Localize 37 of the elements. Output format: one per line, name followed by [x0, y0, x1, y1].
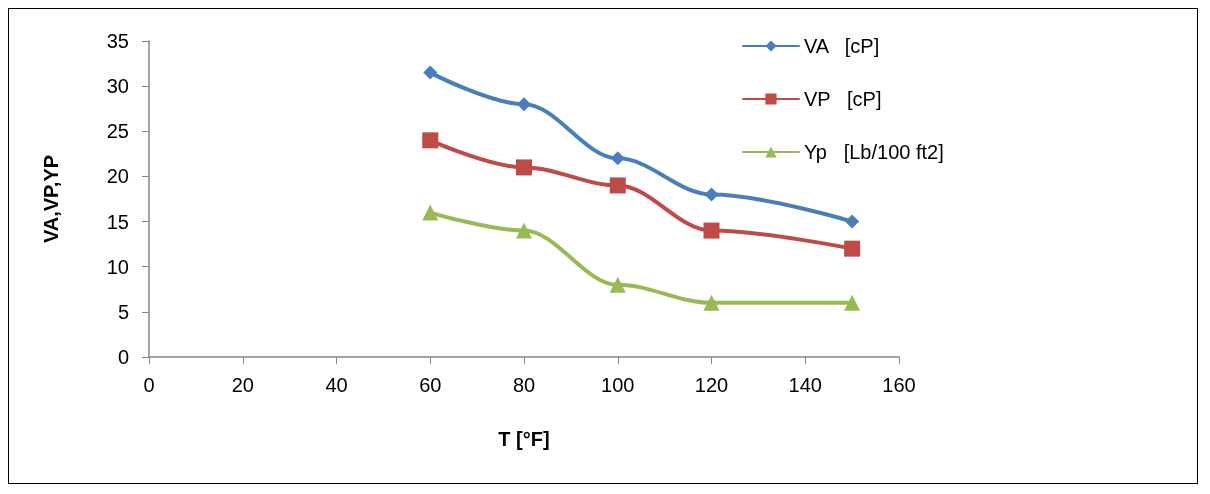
point: [703, 294, 720, 311]
point: [517, 97, 531, 112]
x-tick-label: 140: [788, 374, 822, 396]
x-tick-label: 20: [231, 374, 254, 396]
x-tick-label: 160: [882, 374, 916, 396]
x-tick-label: 80: [512, 374, 536, 396]
point: [703, 222, 720, 239]
point: [844, 240, 861, 257]
y-tick-label: 20: [106, 165, 129, 188]
legend-label: Yp [Lb/100 ft2]: [804, 141, 944, 163]
y-axis-title: VA,VP,YP: [40, 154, 62, 244]
y-tick-label: 5: [117, 300, 129, 323]
y-tick-label: 35: [106, 30, 129, 52]
point: [516, 222, 532, 239]
point: [422, 132, 439, 149]
x-tick-label: 60: [419, 374, 442, 396]
y-tick-label: 25: [106, 120, 129, 143]
x-tick-label: 100: [601, 374, 635, 396]
x-tick-label: 120: [694, 374, 729, 396]
point: [844, 294, 861, 311]
y-tick-label: 30: [106, 75, 129, 98]
x-tick-label: 40: [325, 374, 348, 396]
point: [610, 151, 625, 166]
x-axis-title: T [°F]: [498, 428, 550, 450]
y-tick-label: 10: [106, 255, 129, 278]
x-tick-label: 0: [143, 374, 155, 396]
legend-label: VA [cP]: [804, 35, 880, 57]
y-tick-label: 15: [106, 210, 129, 233]
point: [423, 65, 438, 80]
y-tick-label: 0: [117, 346, 129, 368]
point: [845, 214, 860, 229]
point: [609, 276, 626, 293]
legend-label: VP [cP]: [804, 88, 882, 110]
point: [516, 159, 532, 176]
point: [704, 187, 719, 202]
point: [422, 204, 439, 221]
point: [609, 177, 626, 194]
